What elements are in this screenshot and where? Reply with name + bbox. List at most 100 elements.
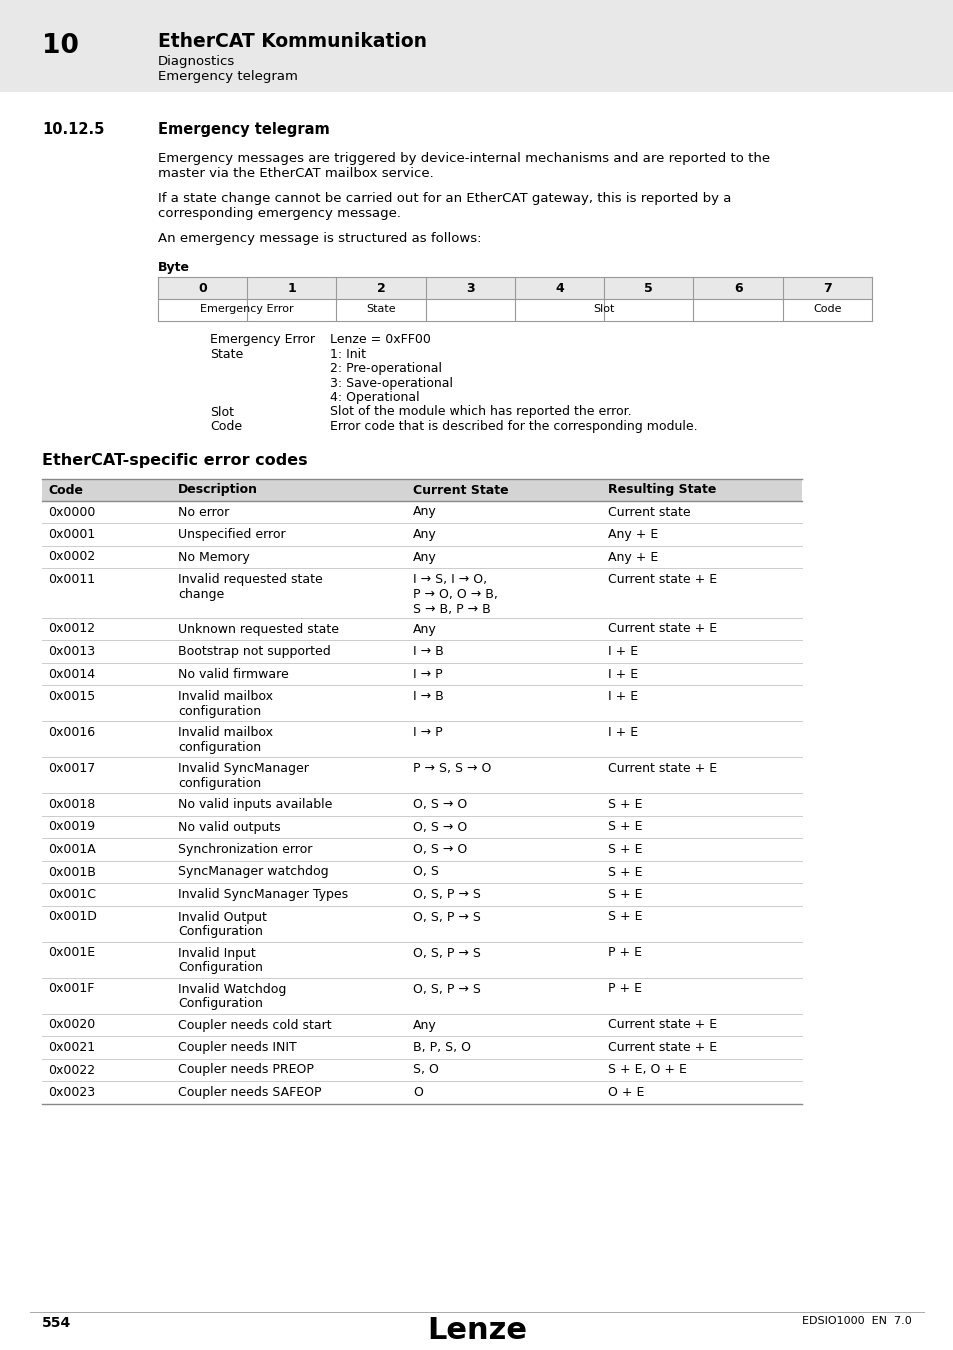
Text: Coupler needs INIT: Coupler needs INIT <box>178 1041 296 1054</box>
Text: 6: 6 <box>733 282 741 296</box>
Bar <box>42 522 801 545</box>
Text: O, S, P → S: O, S, P → S <box>413 910 480 923</box>
Text: No error: No error <box>178 505 229 518</box>
Bar <box>42 1014 801 1035</box>
Text: Invalid requested state
change: Invalid requested state change <box>178 572 322 601</box>
Text: 1: 1 <box>287 282 296 296</box>
Text: Synchronization error: Synchronization error <box>178 842 312 856</box>
Text: 0x0017: 0x0017 <box>48 761 95 775</box>
Text: 0x0014: 0x0014 <box>48 667 95 680</box>
Text: O, S → O: O, S → O <box>413 842 467 856</box>
Text: SyncManager watchdog: SyncManager watchdog <box>178 865 328 879</box>
Text: Code: Code <box>210 420 242 433</box>
Bar <box>0 0 953 92</box>
Text: Any: Any <box>413 622 436 636</box>
Text: O, S: O, S <box>413 865 438 879</box>
Text: 10: 10 <box>42 32 79 59</box>
Text: Slot of the module which has reported the error.: Slot of the module which has reported th… <box>330 405 631 418</box>
Text: Error code that is described for the corresponding module.: Error code that is described for the cor… <box>330 420 697 433</box>
Text: Slot: Slot <box>593 304 615 315</box>
Text: master via the EtherCAT mailbox service.: master via the EtherCAT mailbox service. <box>158 167 434 180</box>
Text: EDSIO1000  EN  7.0: EDSIO1000 EN 7.0 <box>801 1316 911 1326</box>
Bar <box>42 640 801 663</box>
Text: Current State: Current State <box>413 483 508 497</box>
Text: No Memory: No Memory <box>178 551 250 563</box>
Text: No valid firmware: No valid firmware <box>178 667 289 680</box>
Text: I + E: I + E <box>607 645 638 657</box>
Text: Lenze = 0xFF00: Lenze = 0xFF00 <box>330 333 431 346</box>
Text: 4: Operational: 4: Operational <box>330 392 419 404</box>
Bar <box>42 941 801 977</box>
Text: S + E: S + E <box>607 842 641 856</box>
Text: 0x0020: 0x0020 <box>48 1018 95 1031</box>
Text: 0: 0 <box>198 282 207 296</box>
Text: Lenze: Lenze <box>427 1316 526 1345</box>
Bar <box>42 721 801 757</box>
Text: 2: Pre-operational: 2: Pre-operational <box>330 362 441 375</box>
Text: EtherCAT-specific error codes: EtherCAT-specific error codes <box>42 452 307 467</box>
Text: Slot: Slot <box>210 405 233 418</box>
Text: 0x0015: 0x0015 <box>48 690 95 703</box>
Text: Emergency Error: Emergency Error <box>200 304 294 315</box>
Text: I + E: I + E <box>607 726 638 738</box>
Text: No valid outputs: No valid outputs <box>178 821 280 833</box>
Text: 0x0012: 0x0012 <box>48 622 95 636</box>
Bar <box>42 860 801 883</box>
Text: Bootstrap not supported: Bootstrap not supported <box>178 645 331 657</box>
Bar <box>42 757 801 792</box>
Text: 5: 5 <box>644 282 653 296</box>
Text: 3: 3 <box>466 282 475 296</box>
Bar <box>42 906 801 941</box>
Text: Current state + E: Current state + E <box>607 761 717 775</box>
Text: Any: Any <box>413 1018 436 1031</box>
Text: I → B: I → B <box>413 645 443 657</box>
Text: 10.12.5: 10.12.5 <box>42 122 104 136</box>
Text: State: State <box>210 347 243 360</box>
Text: Invalid SyncManager Types: Invalid SyncManager Types <box>178 888 348 900</box>
Text: I + E: I + E <box>607 690 638 703</box>
Text: Any + E: Any + E <box>607 528 658 541</box>
Text: 0x0018: 0x0018 <box>48 798 95 811</box>
Text: 554: 554 <box>42 1316 71 1330</box>
Text: O, S → O: O, S → O <box>413 798 467 811</box>
Text: O: O <box>413 1085 422 1099</box>
Text: 0x0022: 0x0022 <box>48 1064 95 1076</box>
Bar <box>42 977 801 1014</box>
Text: Current state: Current state <box>607 505 690 518</box>
Text: Emergency Error: Emergency Error <box>210 333 314 346</box>
Text: Invalid Input
Configuration: Invalid Input Configuration <box>178 946 263 975</box>
Text: 0x0013: 0x0013 <box>48 645 95 657</box>
Text: O, S, P → S: O, S, P → S <box>413 983 480 995</box>
Text: Any: Any <box>413 551 436 563</box>
Text: 0x0000: 0x0000 <box>48 505 95 518</box>
Bar <box>42 501 801 522</box>
Text: O, S, P → S: O, S, P → S <box>413 888 480 900</box>
Text: 0x001E: 0x001E <box>48 946 95 960</box>
Text: Diagnostics: Diagnostics <box>158 55 235 68</box>
Text: 0x0021: 0x0021 <box>48 1041 95 1054</box>
Text: Current state + E: Current state + E <box>607 572 717 586</box>
Text: If a state change cannot be carried out for an EtherCAT gateway, this is reporte: If a state change cannot be carried out … <box>158 192 731 205</box>
Text: P → S, S → O: P → S, S → O <box>413 761 491 775</box>
Bar <box>158 298 871 321</box>
Text: S + E: S + E <box>607 888 641 900</box>
Text: 0x001A: 0x001A <box>48 842 95 856</box>
Bar <box>42 568 801 617</box>
Text: Current state + E: Current state + E <box>607 1041 717 1054</box>
Bar <box>158 277 871 298</box>
Text: O + E: O + E <box>607 1085 643 1099</box>
Text: Emergency telegram: Emergency telegram <box>158 122 330 136</box>
Text: 7: 7 <box>822 282 831 296</box>
Text: 0x001C: 0x001C <box>48 888 96 900</box>
Text: Any: Any <box>413 505 436 518</box>
Text: Resulting State: Resulting State <box>607 483 716 497</box>
Text: 0x0016: 0x0016 <box>48 726 95 738</box>
Text: 0x001B: 0x001B <box>48 865 95 879</box>
Text: State: State <box>366 304 395 315</box>
Text: S + E: S + E <box>607 910 641 923</box>
Text: 4: 4 <box>555 282 563 296</box>
Bar <box>42 838 801 860</box>
Text: Current state + E: Current state + E <box>607 622 717 636</box>
Text: Any: Any <box>413 528 436 541</box>
Bar <box>42 617 801 640</box>
